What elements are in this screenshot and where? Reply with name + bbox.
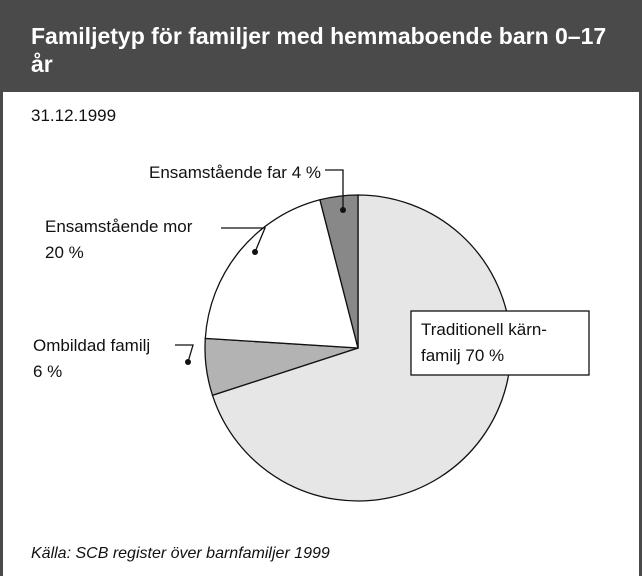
slice-label: Ensamstående far 4 % — [149, 163, 321, 182]
source-note: Källa: SCB register över barnfamiljer 19… — [31, 545, 330, 562]
pie-slice — [319, 194, 359, 349]
leader-dot — [340, 207, 346, 213]
chart-subtitle: 31.12.1999 — [31, 106, 117, 125]
pie-slice — [211, 194, 512, 502]
value-label: 20 % — [45, 243, 84, 262]
slice-label: Ombildad familj — [33, 336, 150, 355]
leader-dot — [252, 249, 258, 255]
leader-line — [175, 344, 194, 363]
slice-label-part: familj — [421, 346, 465, 365]
value-label: 4 % — [292, 163, 321, 182]
leader-line — [325, 169, 344, 210]
chart-title: Familjetyp för familjer med hemmaboende … — [31, 23, 607, 77]
leader-dot — [185, 359, 191, 365]
label-box — [410, 310, 590, 376]
slice-label: familj 70 % — [421, 346, 504, 365]
pie-slice — [204, 199, 359, 349]
slice-label: Traditionell kärn- — [421, 320, 547, 339]
slice-name: Ensamstående far — [149, 163, 287, 182]
header-bar — [3, 0, 639, 92]
slice-label: Ensamstående mor — [45, 217, 193, 236]
value-label: 6 % — [33, 362, 62, 381]
value-label: 70 % — [465, 346, 504, 365]
leader-line — [221, 227, 266, 253]
pie-chart: Traditionell kärn-familj 70 % Ombildad fa… — [33, 163, 590, 502]
